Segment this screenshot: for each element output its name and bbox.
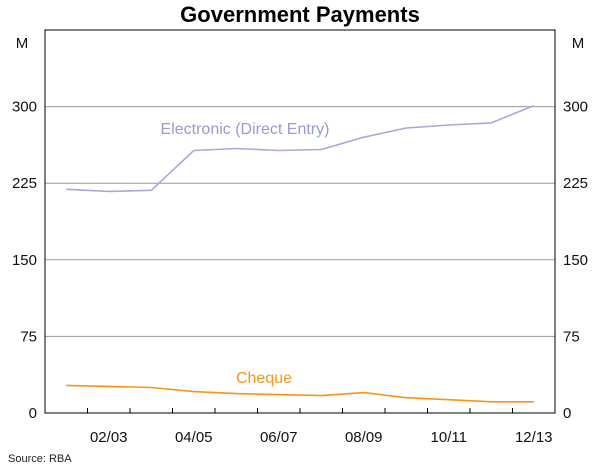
series-line-electronic [66, 104, 535, 193]
x-tick-label: 02/03 [90, 429, 128, 446]
chart-title: Government Payments [180, 2, 420, 27]
right-unit-label: M [572, 35, 585, 52]
y-tick-label-right: 300 [563, 99, 588, 116]
x-tick-label: 10/11 [431, 429, 467, 446]
y-tick-label-right: 0 [563, 405, 571, 422]
x-tick-label: 04/05 [175, 429, 213, 446]
y-tick-label-right: 150 [563, 252, 588, 269]
series-lines [66, 104, 535, 403]
source-note: Source: RBA [8, 453, 72, 465]
y-tick-label-left: 300 [12, 99, 37, 116]
gridlines [45, 106, 555, 337]
y-tick-label-left: 150 [12, 252, 37, 269]
x-tick-label: 08/09 [345, 429, 383, 446]
series-line-cheque [66, 384, 534, 403]
x-axis-ticks: 02/03 04/05 06/07 08/09 10/11 12/13 [87, 408, 553, 446]
y-tick-label-right: 225 [563, 175, 588, 192]
y-axis-ticks: 0 0 75 75 150 150 225 225 300 300 [12, 99, 588, 422]
y-tick-label-left: 225 [12, 175, 37, 192]
x-tick-label: 06/07 [260, 429, 298, 446]
y-tick-label-left: 0 [29, 405, 37, 422]
left-unit-label: M [16, 35, 29, 52]
series-label-electronic: Electronic (Direct Entry) [161, 121, 330, 138]
y-tick-label-right: 75 [563, 328, 580, 345]
plot-frame [44, 29, 556, 414]
y-tick-label-left: 75 [20, 328, 37, 345]
x-tick-label: 12/13 [515, 429, 553, 446]
series-label-cheque: Cheque [236, 370, 292, 387]
